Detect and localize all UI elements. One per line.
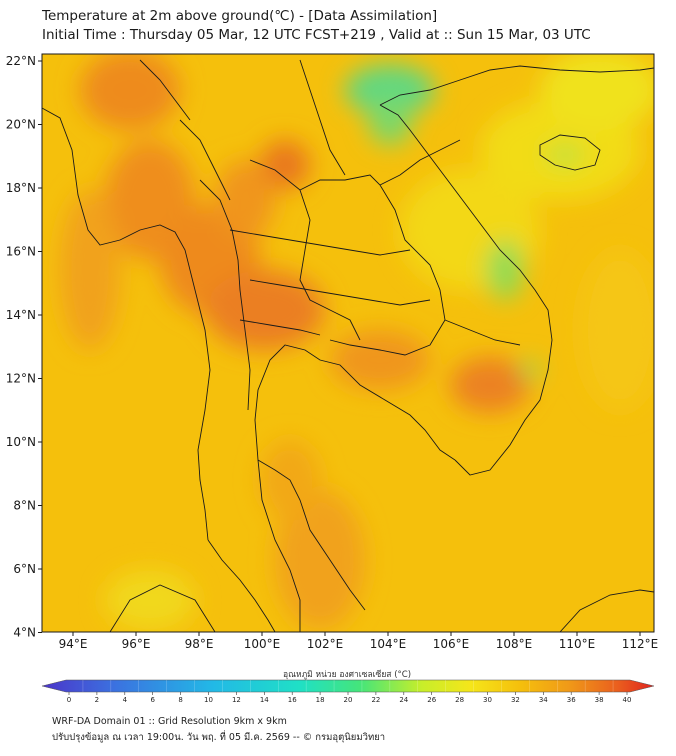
coastline	[379, 65, 654, 106]
colorbar-tick-label: 6	[150, 696, 155, 704]
latitude-axis: 22°N 20°N 18°N 16°N 14°N 12°N 10°N 8°N 6°N 4°N	[6, 54, 42, 640]
longitude-axis: 94°E 96°E 98°E 100°E 102°E 104°E 106°E 108°E 110…	[59, 632, 659, 651]
province-border	[239, 319, 321, 336]
lat-tick-label: 6°N	[13, 562, 36, 576]
lat-tick-label: 12°N	[6, 372, 36, 386]
lat-tick-label: 18°N	[6, 181, 36, 195]
lon-tick-label: 94°E	[59, 637, 88, 651]
colorbar-tick-label: 30	[483, 696, 492, 704]
colorbar-tick-label: 40	[623, 696, 632, 704]
colorbar-tick-label: 32	[511, 696, 520, 704]
colorbar-label: อุณหภูมิ หน่วย องศาเซลเซียส (°C)	[283, 669, 411, 680]
lon-tick-label: 110°E	[559, 637, 596, 651]
colorbar-tick-label: 26	[427, 696, 436, 704]
colorbar-tick-label: 12	[232, 696, 241, 704]
coastline	[109, 584, 216, 632]
yellow-area	[540, 54, 654, 130]
yellow-area	[105, 570, 195, 630]
colorbar-tick-label: 14	[260, 696, 269, 704]
cool-area	[520, 360, 540, 380]
cool-area	[545, 143, 585, 167]
colorbar-tick-label: 16	[288, 696, 297, 704]
colorbar-tick-label: 36	[567, 696, 576, 704]
map-frame	[41, 53, 655, 633]
country-border	[139, 59, 191, 121]
warm-area	[215, 160, 275, 240]
colorbar-tick-label: 20	[344, 696, 353, 704]
country-border	[379, 139, 461, 186]
colorbar-tick-label: 8	[178, 696, 182, 704]
lon-tick-label: 98°E	[185, 637, 214, 651]
province-border	[299, 189, 361, 341]
map-subtitle: Initial Time : Thursday 05 Mar, 12 UTC F…	[42, 27, 591, 43]
colorbar-tick-label: 10	[204, 696, 213, 704]
coastline	[207, 539, 276, 632]
lon-tick-label: 96°E	[122, 637, 151, 651]
colorbar-tick-label: 38	[595, 696, 604, 704]
colorbar-ticks: 0 2 4 6 8 10 12 14 16 18 20 22 24 26 28 30 32 34 36 38 40	[67, 680, 632, 704]
lon-tick-label: 106°E	[433, 637, 470, 651]
lon-tick-label: 100°E	[244, 637, 281, 651]
borders	[42, 59, 654, 632]
coastline	[42, 107, 211, 541]
lat-tick-label: 10°N	[6, 435, 36, 449]
lat-tick-label: 16°N	[6, 245, 36, 259]
country-border	[179, 119, 231, 201]
lat-tick-label: 22°N	[6, 54, 36, 68]
lat-tick-label: 8°N	[13, 499, 36, 513]
coastline	[559, 589, 654, 632]
country-border	[249, 159, 446, 356]
colorbar-tick-label: 22	[371, 696, 380, 704]
province-border	[229, 229, 411, 256]
lat-tick-label: 4°N	[13, 626, 36, 640]
yellow-area	[580, 250, 654, 410]
lat-tick-label: 20°N	[6, 118, 36, 132]
cool-area	[368, 95, 412, 145]
hainan-island	[539, 134, 601, 171]
province-border	[249, 279, 431, 306]
colorbar-tick-label: 34	[539, 696, 548, 704]
footer-update-info: ปรับปรุงข้อมูล ณ เวลา 19:00น. วัน พฤ. ที…	[52, 732, 386, 743]
hot-area	[260, 140, 310, 190]
colorbar-ramp	[41, 679, 655, 693]
map-title: Temperature at 2m above ground(℃) - [Dat…	[42, 8, 438, 24]
cool-area	[345, 65, 435, 115]
colorbar-tick-label: 0	[67, 696, 71, 704]
coastline	[254, 344, 456, 632]
country-border	[299, 59, 346, 176]
warm-area	[60, 190, 120, 350]
country-border	[444, 319, 521, 346]
lon-tick-label: 104°E	[370, 637, 407, 651]
colorbar-tick-label: 24	[399, 696, 408, 704]
colorbar-tick-label: 18	[316, 696, 325, 704]
lon-tick-label: 102°E	[307, 637, 344, 651]
colorbar-tick-label: 4	[123, 696, 128, 704]
country-border	[257, 459, 366, 611]
colorbar: อุณหภูมิ หน่วย องศาเซลเซียส (°C) 0 2 4 6 8 10…	[41, 669, 655, 704]
footer-model-info: WRF-DA Domain 01 :: Grid Resolution 9km …	[52, 716, 287, 727]
temperature-field	[42, 54, 654, 632]
hot-area	[205, 270, 325, 350]
colorbar-tick-label: 2	[95, 696, 99, 704]
warm-area	[330, 330, 430, 390]
coastline	[379, 104, 553, 476]
lon-tick-label: 108°E	[496, 637, 533, 651]
warm-area	[275, 490, 365, 630]
lon-tick-label: 112°E	[622, 637, 659, 651]
hot-area	[450, 357, 530, 413]
lat-tick-label: 14°N	[6, 308, 36, 322]
colorbar-tick-label: 28	[455, 696, 464, 704]
warm-area	[80, 54, 180, 130]
country-border	[199, 179, 251, 411]
cool-area	[487, 240, 523, 300]
